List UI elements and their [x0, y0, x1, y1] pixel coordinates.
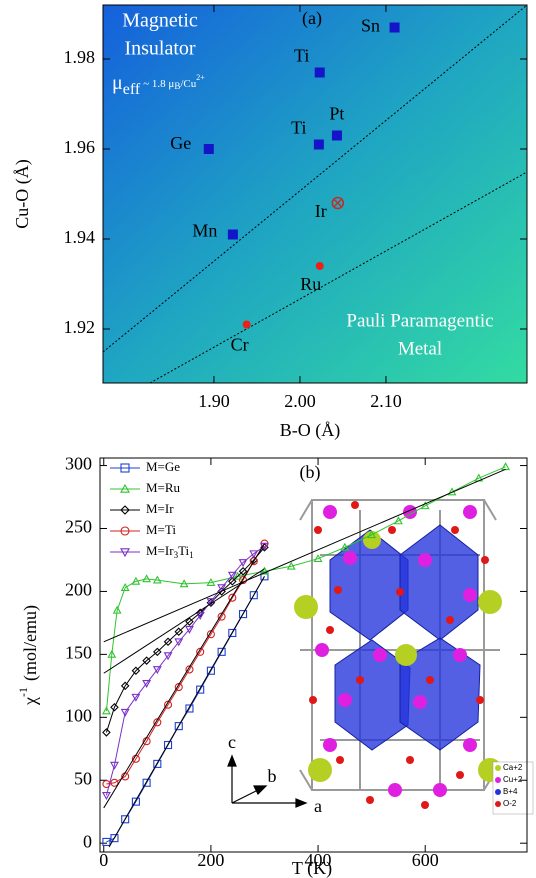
marker — [315, 68, 325, 78]
panel-label: (b) — [300, 462, 321, 483]
y-tick-label: 300 — [65, 454, 92, 474]
unit: (mol/emu) — [20, 605, 41, 681]
point-label: Ru — [300, 274, 321, 294]
marker — [316, 262, 324, 270]
y-tick-label: 100 — [65, 705, 92, 725]
panel-label: (a) — [302, 8, 322, 29]
fit-line — [104, 544, 265, 808]
legend-label-part: 1 — [189, 550, 194, 560]
legend-label: M=Ti — [146, 522, 176, 537]
inset-legend: Ca+2 — [503, 763, 523, 772]
crystal-inset: Ca+2 Cu+2 B+4 O-2 — [294, 500, 533, 814]
inset-legend: B+4 — [503, 787, 518, 796]
point-label: Ge — [170, 133, 191, 153]
point-label: Pt — [329, 104, 344, 124]
legend-label-part: M=Ti — [146, 522, 176, 537]
legend-label-part: Ti — [178, 543, 189, 558]
marker — [243, 321, 251, 329]
chi: χ — [20, 697, 40, 706]
marker — [204, 144, 214, 154]
x-tick-label: 2.10 — [370, 391, 402, 411]
legend-label-part: M=Ge — [146, 459, 180, 474]
legend-label: M=Ir — [146, 501, 174, 516]
legend-label-part: M=Ir — [146, 543, 174, 558]
y-tick-label: 150 — [65, 642, 92, 662]
point-label: Cr — [231, 335, 249, 355]
region-label: Magnetic — [122, 10, 198, 32]
legend-label: M=Ge — [146, 459, 180, 474]
legend-label: M=Ru — [146, 480, 181, 495]
point-label: Ti — [294, 46, 309, 66]
marker — [332, 131, 342, 141]
x-tick-label: 2.00 — [284, 391, 316, 411]
y-axis-title: Cu-O (Å) — [12, 159, 33, 229]
y-axis-title: χ-1 (mol/emu) — [16, 605, 41, 706]
x-tick-label: 1.90 — [198, 391, 230, 411]
x-tick-label: 0 — [99, 850, 108, 870]
mu-sub: eff — [123, 81, 141, 98]
figure: (a) Magnetic Insulator μeff~ 1.8 μB/Cu2+… — [0, 0, 536, 878]
x-tick-label: 200 — [197, 850, 224, 870]
region-label: Pauli Paramagentic — [346, 310, 493, 331]
inset-legend: Cu+2 — [503, 775, 523, 784]
x-tick-label: 600 — [412, 850, 439, 870]
marker — [502, 463, 509, 469]
inset-legend: O-2 — [503, 799, 517, 808]
legend-label-part: M=Ir — [146, 501, 174, 516]
marker — [390, 23, 400, 33]
point-label: Ti — [291, 118, 306, 138]
mu-value: ~ 1.8 μ — [143, 78, 174, 90]
crystal-axis-label: a — [314, 796, 322, 816]
y-tick-label: 200 — [65, 580, 92, 600]
y-tick-label: 1.94 — [64, 227, 96, 247]
crystal-axis-label: b — [268, 766, 277, 786]
y-tick-label: 1.98 — [64, 47, 96, 67]
fit-line — [109, 576, 264, 847]
point-label: Sn — [361, 16, 380, 36]
legend-label-part: M=Ru — [146, 480, 181, 495]
y-tick-label: 250 — [65, 517, 92, 537]
x-axis-title: B-O (Å) — [280, 420, 341, 441]
mu-unit: /Cu — [180, 78, 196, 90]
legend-label: M=Ir3Ti1 — [146, 543, 194, 560]
y-tick-label: 1.92 — [64, 317, 96, 337]
region-label: Metal — [398, 338, 442, 359]
mu: μ — [112, 72, 123, 94]
region-label: Insulator — [124, 38, 195, 60]
fit-line — [104, 569, 265, 673]
y-tick-label: 0 — [83, 831, 92, 851]
crystal-axis-label: c — [228, 732, 236, 752]
y-tick-label: 50 — [74, 768, 92, 788]
y-tick-label: 1.96 — [64, 137, 96, 157]
marker — [228, 230, 238, 240]
point-label: Mn — [192, 221, 217, 241]
mu-sup: 2+ — [196, 73, 205, 82]
point-label: Ir — [315, 201, 327, 221]
chi-sup: -1 — [16, 687, 30, 697]
marker — [314, 140, 324, 150]
x-tick-label: 400 — [305, 850, 332, 870]
